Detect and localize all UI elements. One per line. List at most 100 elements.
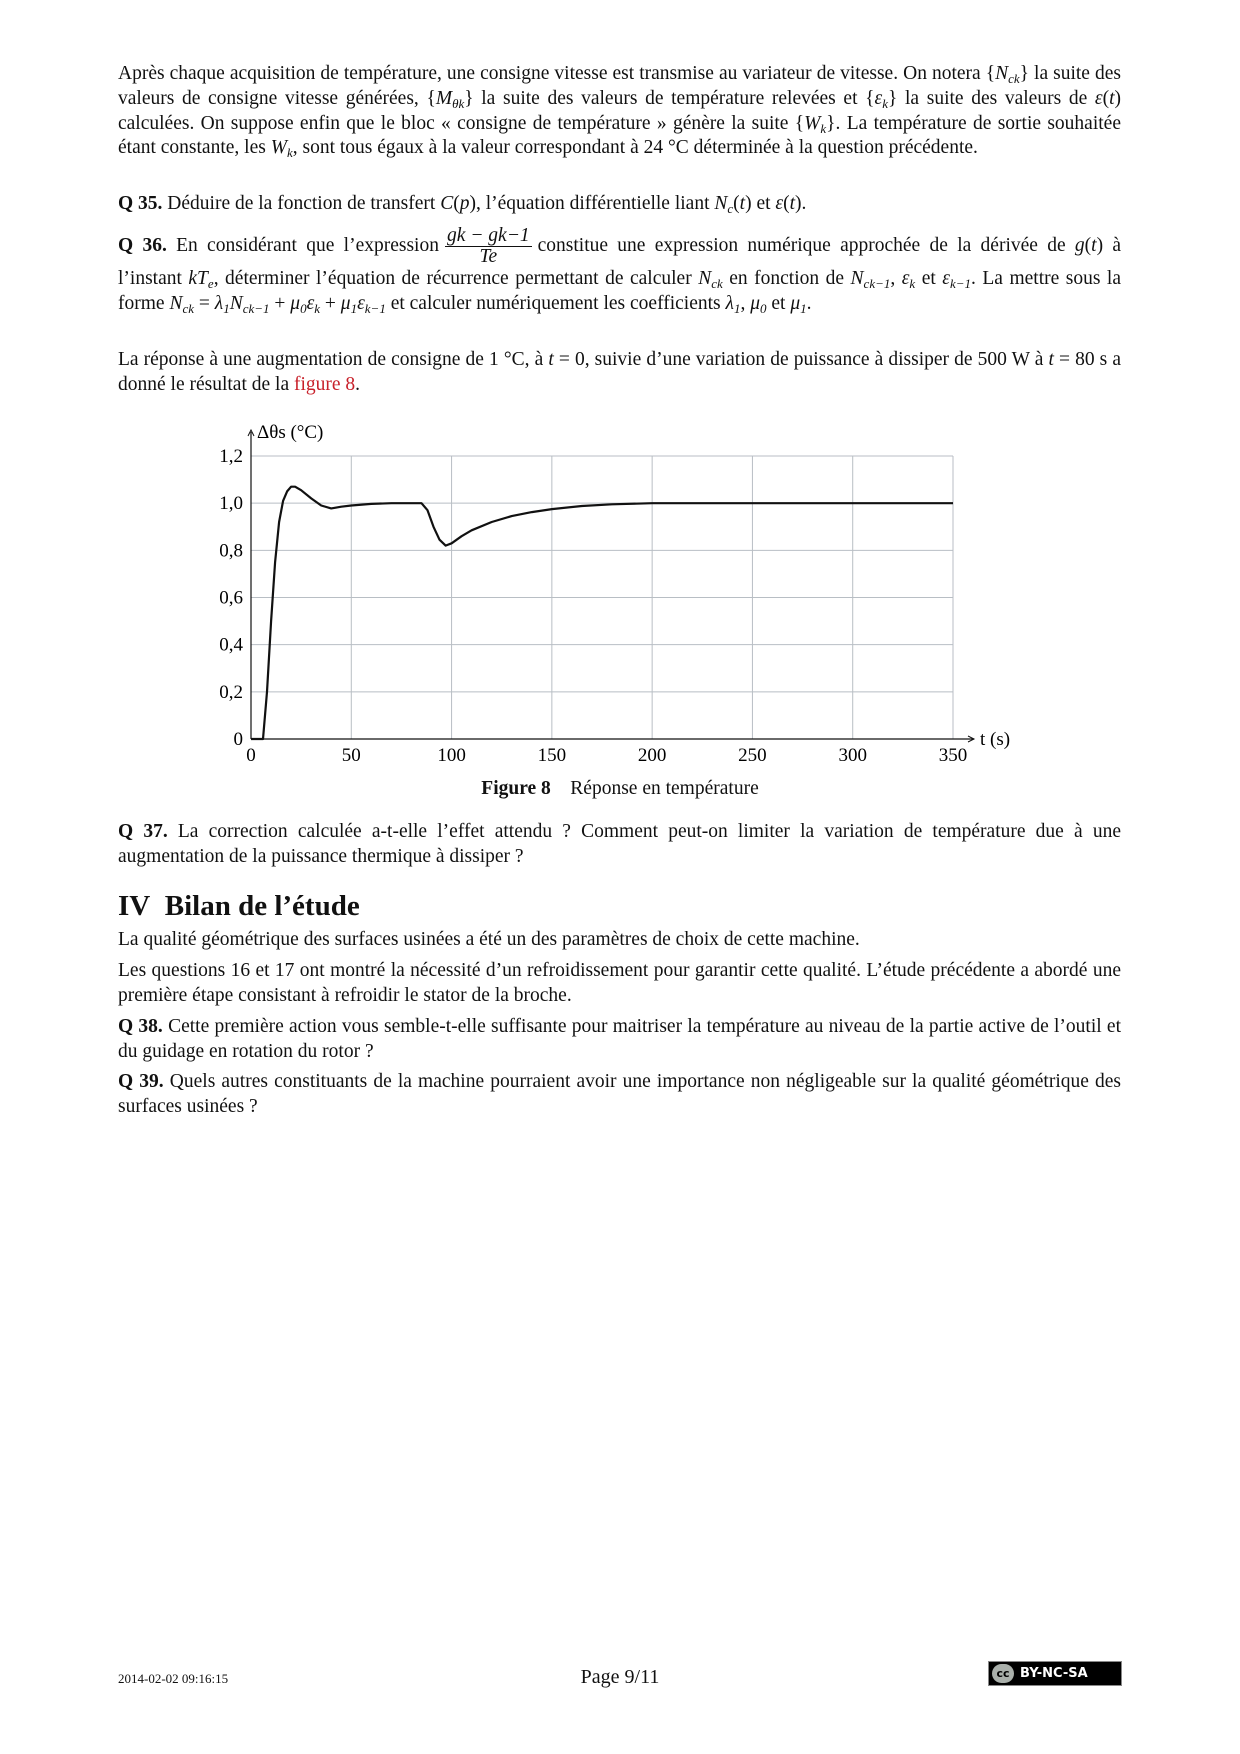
text-segment: p (459, 193, 470, 214)
x-axis-arrow-icon (967, 735, 976, 743)
text-segment: k (909, 276, 916, 291)
text-segment: , (890, 268, 902, 289)
text-segment: N (714, 193, 728, 214)
text-segment: t (548, 349, 554, 370)
y-tick-label: 0,8 (219, 540, 243, 561)
text-segment: kT (188, 268, 208, 289)
paragraph-q36: Q 36. En considérant que l’expression gk … (118, 226, 1121, 317)
text-segment: ), l’équation différentielle liant (469, 193, 715, 214)
text-segment: t (789, 193, 796, 214)
text-segment: ck (182, 300, 194, 316)
text-segment: , déterminer l’équation de récurrence pe… (213, 268, 699, 289)
paragraph-intro: Après chaque acquisition de température,… (118, 62, 1121, 161)
text-segment: constitue une expression numérique appro… (537, 234, 1075, 256)
text-segment: c (727, 201, 734, 216)
text-segment: λ (725, 292, 734, 314)
text-segment: N (169, 292, 183, 314)
text-segment: ) à l’instant (118, 234, 1122, 289)
text-segment: gk − gk−1 Te (444, 225, 532, 267)
text-segment: Déduire de la fonction de transfert (162, 193, 441, 214)
text-segment: La correction calculée a-t-elle l’effet … (118, 821, 1121, 867)
text-segment: N (850, 268, 864, 289)
text-segment: Les questions 16 et 17 ont montré la néc… (118, 960, 1121, 1006)
text-segment: λ (214, 292, 224, 314)
text-segment: Cette première action vous semble-t-elle… (118, 1016, 1122, 1062)
figure-link[interactable]: figure 8 (293, 373, 356, 395)
y-tick-label: 0,6 (219, 588, 243, 609)
text-segment: }. La température de sortie souhaitée ét… (118, 112, 1121, 159)
creative-commons-icon: cc (992, 1664, 1014, 1683)
text-segment: ε (357, 292, 365, 314)
footer-date: 2014-02-02 09:16:15 (118, 1671, 229, 1686)
text-segment: ) calculées. On suppose enfin que le blo… (118, 87, 1121, 134)
text-segment: La qualité géométrique des surfaces usin… (118, 929, 860, 950)
text-segment: } la suite des valeurs de (887, 87, 1095, 109)
question-label: Q 39. (118, 1071, 164, 1092)
text-segment: k (882, 95, 888, 111)
text-segment: t (1048, 349, 1054, 370)
text-segment: μ (290, 292, 301, 314)
text-segment: En considérant que l’expression (166, 234, 439, 256)
text-segment: , (740, 292, 751, 314)
text-segment: θk (452, 95, 465, 111)
figure-label: Figure 8 (481, 778, 551, 799)
text-segment: C (440, 193, 454, 214)
text-segment: k−1 (364, 300, 386, 316)
text-segment: ε (775, 193, 784, 214)
text-segment: N (229, 292, 243, 314)
paragraph-q39: Q 39. Quels autres constituants de la ma… (118, 1070, 1121, 1120)
text-segment: ( (783, 193, 790, 214)
text-segment: ck (1008, 71, 1020, 86)
text-segment: ck−1 (863, 276, 891, 291)
text-segment: Quels autres constituants de la machine … (118, 1071, 1122, 1117)
text-segment: ε (1094, 87, 1103, 109)
question-label: Q 37. (118, 821, 168, 842)
text-segment: μ (340, 292, 351, 314)
text-segment: g (1074, 234, 1085, 256)
text-segment: ck (711, 276, 723, 291)
text-segment: ( (733, 193, 740, 214)
text-segment: ε (306, 292, 315, 314)
text-segment: ck−1 (242, 300, 270, 316)
text-segment: k (286, 145, 293, 161)
text-segment: M (435, 87, 453, 109)
text-segment: . (355, 373, 361, 395)
text-segment: t (1109, 87, 1115, 109)
x-tick-label: 100 (437, 745, 466, 766)
text-segment: N (995, 63, 1009, 84)
page-number: Page 9/11 (580, 1666, 660, 1688)
figure-caption-text: Réponse en température (570, 778, 759, 799)
text-segment: et (766, 292, 791, 314)
section-title: Bilan de l’étude (164, 890, 360, 922)
text-segment: } la suite des valeurs de consigne vites… (118, 63, 1121, 109)
text-segment: μ (790, 292, 801, 314)
paragraph-q37: Q 37. La correction calculée a-t-elle l’… (118, 820, 1121, 870)
question-label: Q 38. (118, 1016, 163, 1037)
text-segment: , sont tous égaux à la valeur correspond… (292, 137, 978, 159)
text-segment: ) et (745, 193, 776, 214)
text-segment: ( (1084, 234, 1092, 256)
y-tick-label: 1,0 (219, 493, 243, 514)
response-curve (251, 485, 953, 741)
text-segment: 0 (760, 300, 767, 316)
text-segment: La réponse à une augmentation de consign… (118, 349, 549, 370)
text-segment: . (806, 292, 812, 314)
y-tick-label: 0 (234, 729, 244, 750)
text-segment: W (270, 137, 287, 159)
text-segment: = 80 s a donné le résultat de la (118, 349, 1121, 395)
text-segment: μ (750, 292, 760, 314)
text-segment: . La mettre sous la forme (118, 268, 1121, 314)
text-segment: ε (901, 268, 910, 289)
text-segment: 1 (350, 300, 358, 316)
text-segment: ε (874, 87, 883, 109)
paragraph-bilan2: Les questions 16 et 17 ont montré la néc… (118, 959, 1121, 1009)
text-segment: et (915, 268, 943, 289)
temperature-response-chart: 0 50 100 150 200 250 300 350 0 0,2 0,4 0,6 0,8 1,0 1,2… (219, 422, 1010, 766)
y-tick-label: 0,4 (219, 635, 243, 656)
text-segment: 1 (733, 300, 741, 316)
text-segment: 1 (800, 300, 807, 316)
question-label: Q 35. (118, 193, 163, 214)
license-text: BY-NC-SA (1020, 1666, 1088, 1681)
text-segment: 0 (300, 300, 307, 316)
section-number: IV (118, 890, 151, 922)
